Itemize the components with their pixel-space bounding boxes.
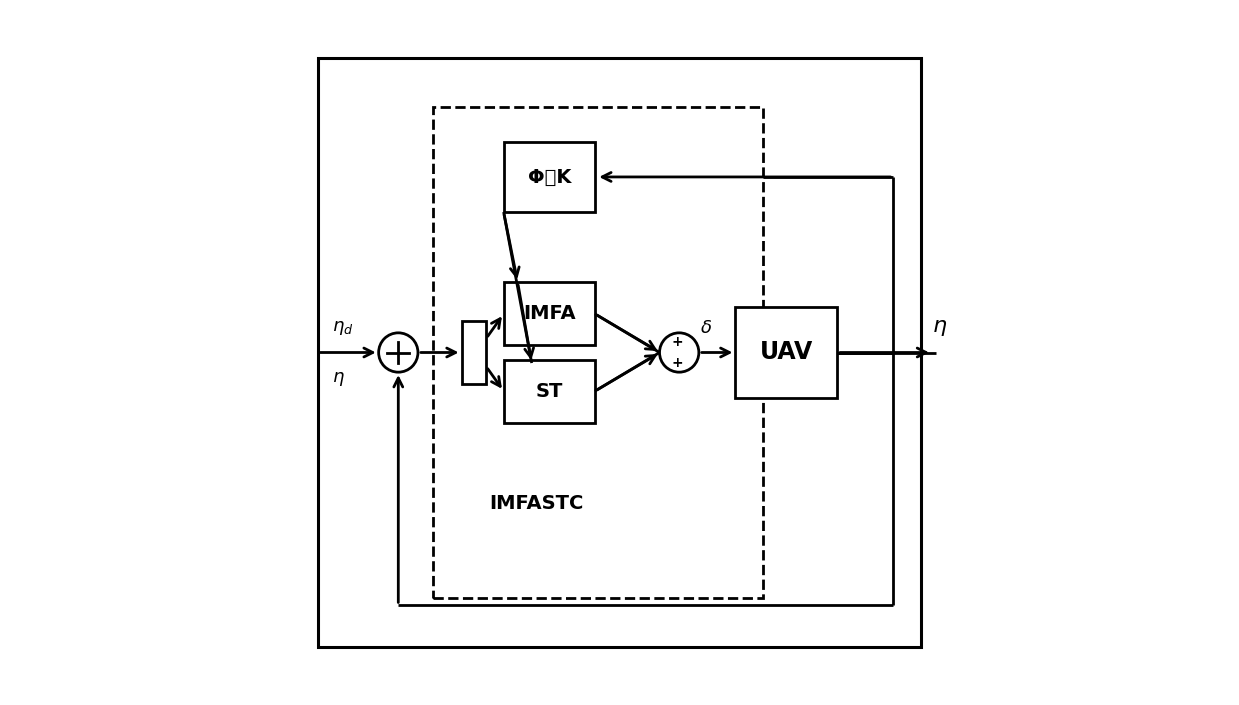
Text: $\eta$: $\eta$: [332, 370, 344, 388]
Text: IMFA: IMFA: [523, 305, 576, 324]
Circle shape: [659, 333, 699, 372]
Bar: [503, 360, 595, 423]
Text: ST: ST: [535, 381, 563, 400]
Text: $\eta$: $\eta$: [932, 318, 948, 338]
Text: +: +: [672, 356, 683, 370]
Circle shape: [379, 333, 418, 372]
Text: $\delta$: $\delta$: [700, 319, 712, 337]
Bar: [503, 282, 595, 345]
Text: IMFASTC: IMFASTC: [489, 494, 584, 513]
Bar: [434, 106, 763, 599]
Bar: [317, 58, 922, 647]
Text: +: +: [672, 335, 683, 349]
Bar: [503, 142, 595, 212]
Text: UAV: UAV: [760, 341, 813, 364]
Bar: [461, 321, 486, 384]
Bar: [736, 307, 838, 398]
Text: $\eta_d$: $\eta_d$: [332, 319, 353, 337]
Text: Φ、K: Φ、K: [528, 168, 571, 186]
